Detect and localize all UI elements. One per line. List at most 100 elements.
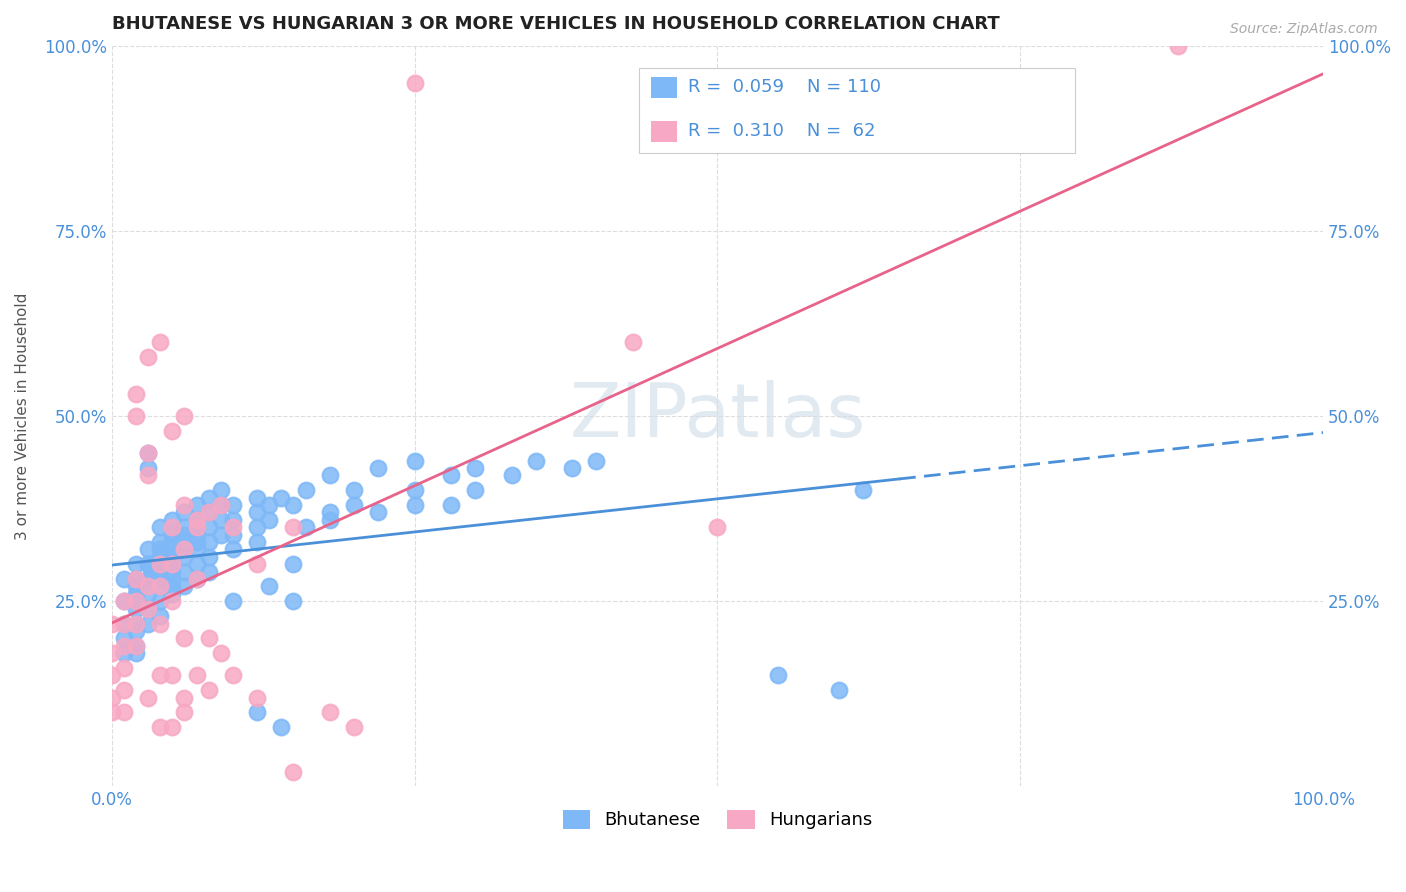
Point (173, 706, 195, 720)
Text: R =  0.310    N =  62: R = 0.310 N = 62 (689, 122, 876, 140)
Point (125, 616, 148, 631)
Point (162, 587, 184, 601)
Point (186, 668, 208, 682)
Point (209, 483, 232, 498)
Point (125, 646, 148, 660)
Point (186, 542, 208, 557)
Point (319, 505, 342, 519)
Point (186, 572, 208, 586)
Point (404, 483, 426, 498)
Point (162, 535, 184, 549)
Point (246, 520, 269, 534)
Point (186, 513, 208, 527)
Point (149, 720, 172, 734)
Bar (651, 77, 678, 97)
Point (464, 461, 486, 475)
Point (162, 558, 184, 572)
Point (186, 558, 208, 572)
Point (136, 690, 159, 705)
Point (136, 572, 159, 586)
Point (197, 683, 219, 698)
Point (173, 549, 195, 564)
Point (136, 446, 159, 460)
Point (112, 594, 135, 608)
Point (209, 513, 232, 527)
Point (149, 579, 172, 593)
Point (136, 579, 159, 593)
Point (827, 683, 849, 698)
Point (246, 706, 269, 720)
Point (621, 334, 644, 349)
Point (197, 505, 219, 519)
Point (162, 520, 184, 534)
Point (197, 565, 219, 579)
Point (209, 498, 232, 512)
Point (162, 572, 184, 586)
Point (112, 683, 135, 698)
Point (222, 527, 245, 541)
Point (173, 527, 195, 541)
Point (112, 616, 135, 631)
Point (222, 498, 245, 512)
Text: ZIPatlas: ZIPatlas (569, 380, 866, 452)
Point (173, 409, 195, 423)
Point (100, 706, 122, 720)
Point (125, 558, 148, 572)
Point (125, 594, 148, 608)
Point (197, 632, 219, 646)
Point (852, 483, 875, 498)
Point (136, 461, 159, 475)
Point (149, 579, 172, 593)
Point (186, 498, 208, 512)
Point (464, 483, 486, 498)
Point (149, 616, 172, 631)
Point (706, 520, 728, 534)
Point (149, 535, 172, 549)
Point (283, 498, 305, 512)
Point (162, 424, 184, 438)
Point (125, 587, 148, 601)
Point (125, 624, 148, 638)
Point (162, 513, 184, 527)
Point (440, 468, 463, 483)
Point (112, 632, 135, 646)
Point (112, 661, 135, 675)
Point (136, 446, 159, 460)
Point (149, 668, 172, 682)
Point (173, 690, 195, 705)
Point (404, 453, 426, 467)
Point (197, 535, 219, 549)
Point (367, 505, 389, 519)
Point (136, 468, 159, 483)
Text: R =  0.059    N = 110: R = 0.059 N = 110 (689, 78, 882, 95)
Point (149, 520, 172, 534)
Point (524, 453, 547, 467)
Point (162, 542, 184, 557)
Legend: Bhutanese, Hungarians: Bhutanese, Hungarians (555, 803, 879, 837)
Point (561, 461, 583, 475)
Point (440, 498, 463, 512)
Point (173, 632, 195, 646)
Point (149, 594, 172, 608)
Point (112, 572, 135, 586)
Point (766, 668, 789, 682)
Point (173, 579, 195, 593)
Point (173, 498, 195, 512)
Point (162, 558, 184, 572)
Point (222, 542, 245, 557)
Point (246, 505, 269, 519)
Point (100, 646, 122, 660)
Point (136, 572, 159, 586)
Point (222, 594, 245, 608)
Point (283, 558, 305, 572)
Point (1167, 38, 1189, 53)
Point (197, 520, 219, 534)
Point (222, 513, 245, 527)
Point (100, 690, 122, 705)
Point (222, 520, 245, 534)
Point (197, 505, 219, 519)
Point (112, 616, 135, 631)
Point (585, 453, 607, 467)
Point (197, 491, 219, 505)
Point (257, 498, 280, 512)
